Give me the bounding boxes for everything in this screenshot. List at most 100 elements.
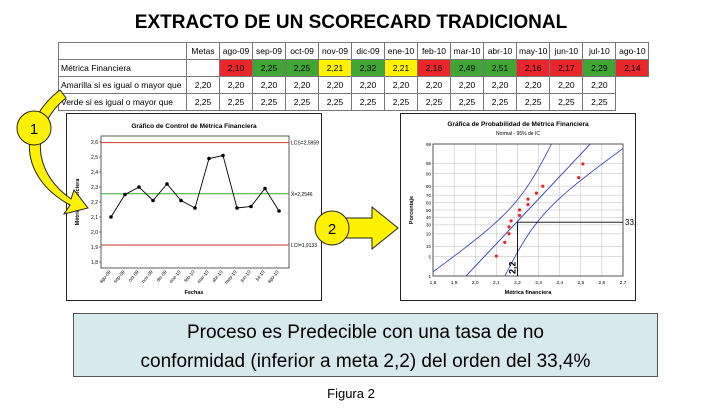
table-cell: 2,21 <box>318 59 352 77</box>
mean-label: X̄=2,2546 <box>291 191 313 198</box>
control-xtick-label: oct-09 <box>127 269 140 283</box>
control-ylabel: Métrica financiera <box>75 178 81 226</box>
prob-ci-upper <box>433 144 552 273</box>
table-cell: 2,25 <box>549 93 584 111</box>
control-xtick-label: nov-09 <box>141 269 155 284</box>
prob-ytick-label: 5 <box>428 254 431 259</box>
control-xtick-label: dic-09 <box>156 269 169 283</box>
table-row-label: Métrica Financiera <box>58 59 187 77</box>
table-cell: 2,25 <box>318 93 352 111</box>
ucl-label: LCS=2,5959 <box>291 141 319 147</box>
control-ytick-label: 1,9 <box>91 245 98 251</box>
table-cell: 2,25 <box>515 93 551 111</box>
prob-point <box>509 219 513 223</box>
control-ytick-label: 2,3 <box>91 185 98 191</box>
table-cell: 2,20 <box>384 76 418 94</box>
table-header-row: Metas ago-09 sep-09 oct-09 nov-09 dic-09 ene-1… <box>58 42 650 60</box>
table-cell: 2,10 <box>219 59 253 77</box>
table-cell: 2,32 <box>351 59 385 77</box>
conclusion-line-1: Proceso es Predecible con una tasa de no <box>186 322 544 343</box>
prob-xtick-label: 2,3 <box>535 280 542 286</box>
prob-ytick-label: 1 <box>428 274 431 279</box>
prob-fit-line <box>465 144 591 276</box>
prob-ytick-label: 30 <box>426 223 432 228</box>
table-header-cell: jul-10 <box>582 42 617 60</box>
control-xtick-label: mar-10 <box>196 269 211 285</box>
prob-ytick-label: 99 <box>426 142 432 147</box>
table-cell: 2,14 <box>615 59 650 77</box>
prob-point <box>541 184 545 188</box>
table-cell: 2,20 <box>450 76 484 94</box>
table-cell: 2,16 <box>417 59 451 77</box>
table-cell: 2,20 <box>417 76 451 94</box>
prob-ytick-label: 80 <box>426 184 432 189</box>
control-xtick-label: jul-10 <box>254 269 267 283</box>
table-header-cell: ago-09 <box>219 42 253 60</box>
control-point <box>235 206 239 210</box>
probability-chart: Gráfica de Probabilidad de Métrica Finan… <box>409 121 650 296</box>
table-cell <box>186 59 220 77</box>
table-cell: 2,21 <box>384 59 418 77</box>
prob-point <box>517 213 522 217</box>
table-header-cell: sep-09 <box>252 42 286 60</box>
table-row: Amarilla si es igual o mayor que 2,20 2,20… <box>58 76 649 94</box>
prob-ytick-label: 60 <box>426 201 432 206</box>
prob-xtick-label: 2,6 <box>599 280 606 286</box>
prob-xlabel: Métrica financiera <box>505 290 553 296</box>
table-cell: 2,20 <box>515 76 551 94</box>
table-header-cell: nov-09 <box>318 42 352 60</box>
table-header-cell: jun-10 <box>549 42 584 60</box>
marker-x-label: 2,2 <box>507 261 517 274</box>
table-cell: 2,51 <box>483 59 517 77</box>
control-ytick-label: 2,4 <box>91 170 98 176</box>
control-point <box>151 198 155 203</box>
prob-point <box>526 197 530 201</box>
conclusion-line-2: conformidad (inferior a meta 2,2) del or… <box>140 351 591 372</box>
lcl-label: LCI=1,9133 <box>291 243 317 249</box>
table-cell: 2,25 <box>219 93 253 111</box>
prob-ylabel: Porcentaje <box>409 196 415 224</box>
prob-xtick-label: 2,2 <box>514 280 521 286</box>
table-header-cell: may-10 <box>515 42 551 60</box>
prob-point <box>507 225 511 229</box>
prob-xtick-label: 2,1 <box>493 280 500 286</box>
table-cell: 2,20 <box>318 76 352 94</box>
table-cell: 2,25 <box>483 93 517 111</box>
table-cell: 2,25 <box>285 93 319 111</box>
prob-point <box>526 203 530 207</box>
control-xtick-label: abr-10 <box>211 269 225 284</box>
control-point <box>207 156 211 161</box>
prob-ytick-label: 90 <box>426 171 432 176</box>
prob-xtick-label: 1,9 <box>451 280 458 286</box>
table-cell: 2,20 <box>285 76 319 94</box>
table-row: Métrica Financiera 2,10 2,25 2,25 2,21 2,32 2,… <box>58 59 650 77</box>
scorecard-table: Metas ago-09 sep-09 oct-09 nov-09 dic-09 ene-1… <box>58 42 650 111</box>
table-cell: 2,17 <box>549 59 584 77</box>
control-ytick-label: 2,6 <box>91 140 98 146</box>
prob-chart-subtitle: Normal - 95% de IC <box>496 131 540 137</box>
prob-ytick-label: 40 <box>426 215 432 220</box>
prob-ytick-label: 20 <box>426 232 432 237</box>
control-point <box>249 204 253 209</box>
conclusion-box: Proceso es Predecible con una tasa de no… <box>73 313 658 377</box>
control-point <box>277 209 281 213</box>
prob-point <box>534 191 539 195</box>
prob-ytick-label: 10 <box>426 244 432 249</box>
prob-ci-lower <box>504 147 623 276</box>
table-header-cell: abr-10 <box>483 42 517 60</box>
table-cell: 2,25 <box>351 93 385 111</box>
control-point <box>137 185 141 189</box>
prob-xtick-label: 2,4 <box>556 280 563 286</box>
control-point <box>193 206 197 210</box>
table-row: Verde si es igual o mayor que 2,25 2,25 2,2… <box>58 93 649 111</box>
control-point <box>221 153 225 158</box>
control-xtick-label: jun-10 <box>239 269 253 284</box>
table-cell: 2,25 <box>384 93 418 111</box>
table-cell: 2,20 <box>549 76 584 94</box>
table-header-cell: Metas <box>186 42 220 60</box>
table-cell: 2,25 <box>582 93 617 111</box>
prob-point <box>503 240 507 244</box>
table-cell: 2,20 <box>351 76 385 94</box>
prob-point <box>507 232 511 236</box>
prob-point <box>494 254 498 258</box>
